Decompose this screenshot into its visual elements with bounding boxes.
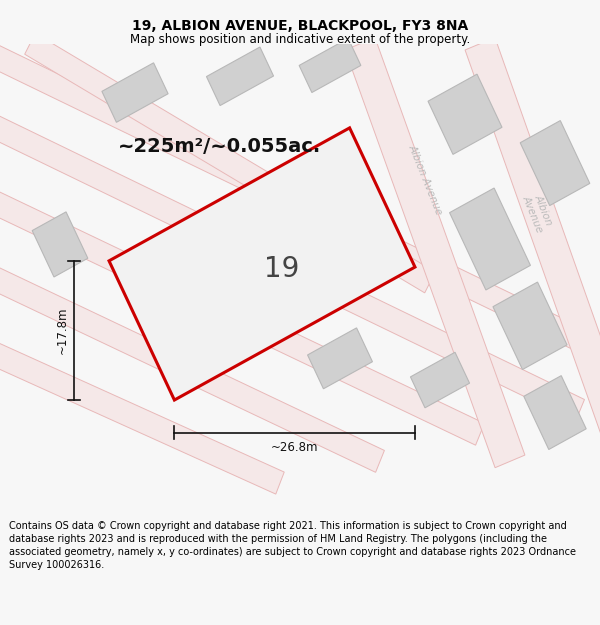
Text: 19, ALBION AVENUE, BLACKPOOL, FY3 8NA: 19, ALBION AVENUE, BLACKPOOL, FY3 8NA — [132, 19, 468, 33]
Polygon shape — [25, 33, 436, 293]
Text: Albion Avenue: Albion Avenue — [406, 142, 443, 216]
Polygon shape — [465, 38, 600, 446]
Polygon shape — [32, 212, 88, 277]
Polygon shape — [0, 185, 484, 445]
Text: Contains OS data © Crown copyright and database right 2021. This information is : Contains OS data © Crown copyright and d… — [9, 521, 576, 571]
Polygon shape — [308, 328, 373, 389]
Polygon shape — [520, 121, 590, 206]
Polygon shape — [428, 74, 502, 154]
Polygon shape — [0, 38, 584, 351]
Polygon shape — [493, 282, 567, 369]
Polygon shape — [0, 109, 584, 421]
Text: ~225m²/~0.055ac.: ~225m²/~0.055ac. — [118, 138, 322, 156]
Text: Map shows position and indicative extent of the property.: Map shows position and indicative extent… — [130, 33, 470, 46]
Polygon shape — [206, 47, 274, 106]
Polygon shape — [410, 352, 470, 408]
Polygon shape — [524, 376, 586, 449]
Text: Albion
Avenue: Albion Avenue — [521, 189, 556, 234]
Polygon shape — [449, 188, 530, 290]
Polygon shape — [0, 336, 284, 494]
Polygon shape — [0, 261, 385, 472]
Polygon shape — [109, 128, 415, 400]
Text: 19: 19 — [265, 256, 299, 283]
Polygon shape — [299, 38, 361, 92]
Text: ~17.8m: ~17.8m — [56, 307, 68, 354]
Polygon shape — [345, 38, 525, 467]
Polygon shape — [102, 63, 168, 122]
Text: ~26.8m: ~26.8m — [271, 441, 319, 454]
